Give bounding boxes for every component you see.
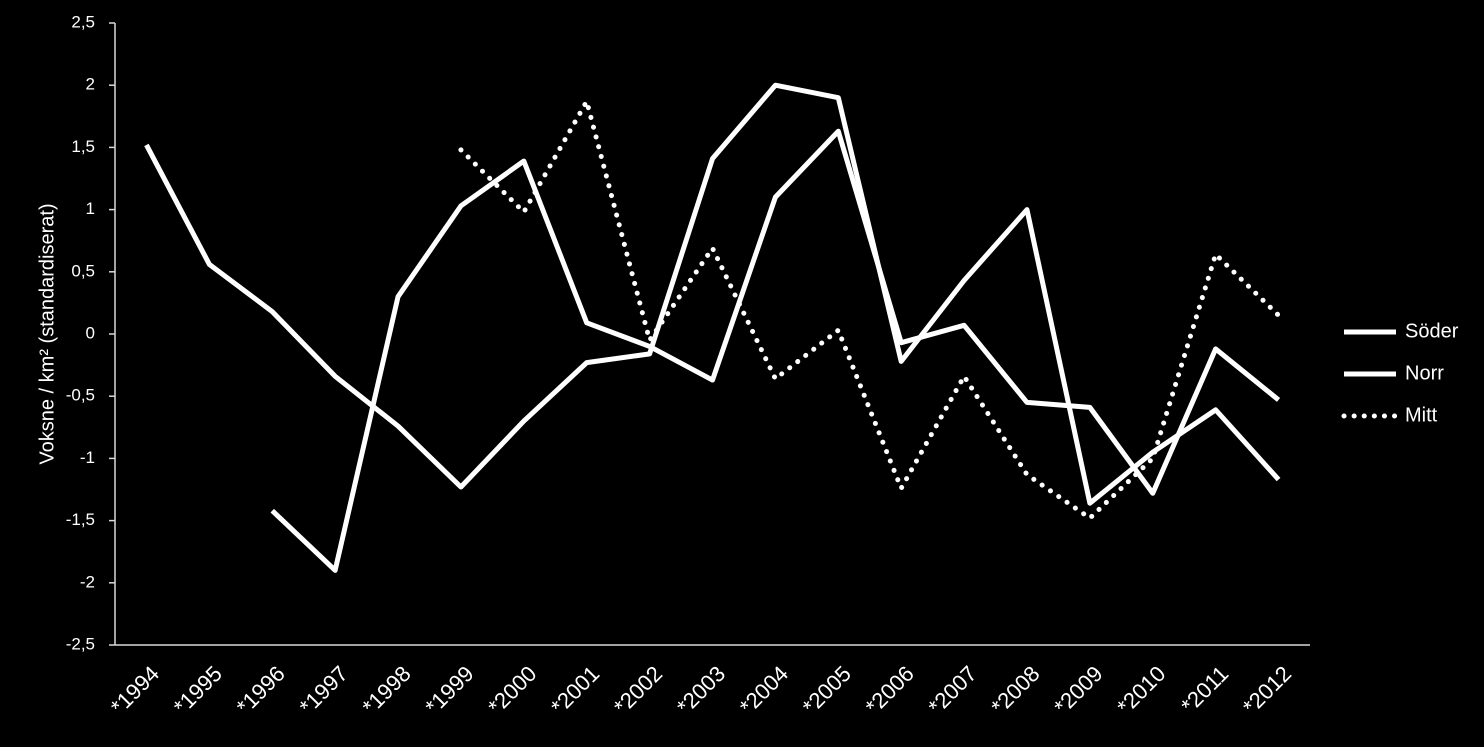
y-tick-label: 2 xyxy=(86,75,95,94)
series-line xyxy=(458,94,1282,522)
y-tick-label: 2,5 xyxy=(71,12,95,31)
y-tick-label: -2 xyxy=(80,572,95,591)
y-tick-label: -1 xyxy=(80,448,95,467)
legend-label: Söder xyxy=(1405,320,1459,342)
y-tick-label: 0,5 xyxy=(71,261,95,280)
legend-label: Norr xyxy=(1405,362,1444,384)
y-tick-label: -2,5 xyxy=(66,634,95,653)
legend-label: Mitt xyxy=(1405,404,1438,426)
series-line xyxy=(270,128,1281,573)
y-tick-label: 1 xyxy=(86,199,95,218)
y-axis-label: Voksne / km² (standardiserat) xyxy=(36,203,58,464)
y-tick-label: -0,5 xyxy=(66,386,95,405)
y-tick-label: -1,5 xyxy=(66,510,95,529)
series-line xyxy=(144,82,1281,506)
y-tick-label: 1,5 xyxy=(71,137,95,156)
y-tick-label: 0 xyxy=(86,323,95,342)
